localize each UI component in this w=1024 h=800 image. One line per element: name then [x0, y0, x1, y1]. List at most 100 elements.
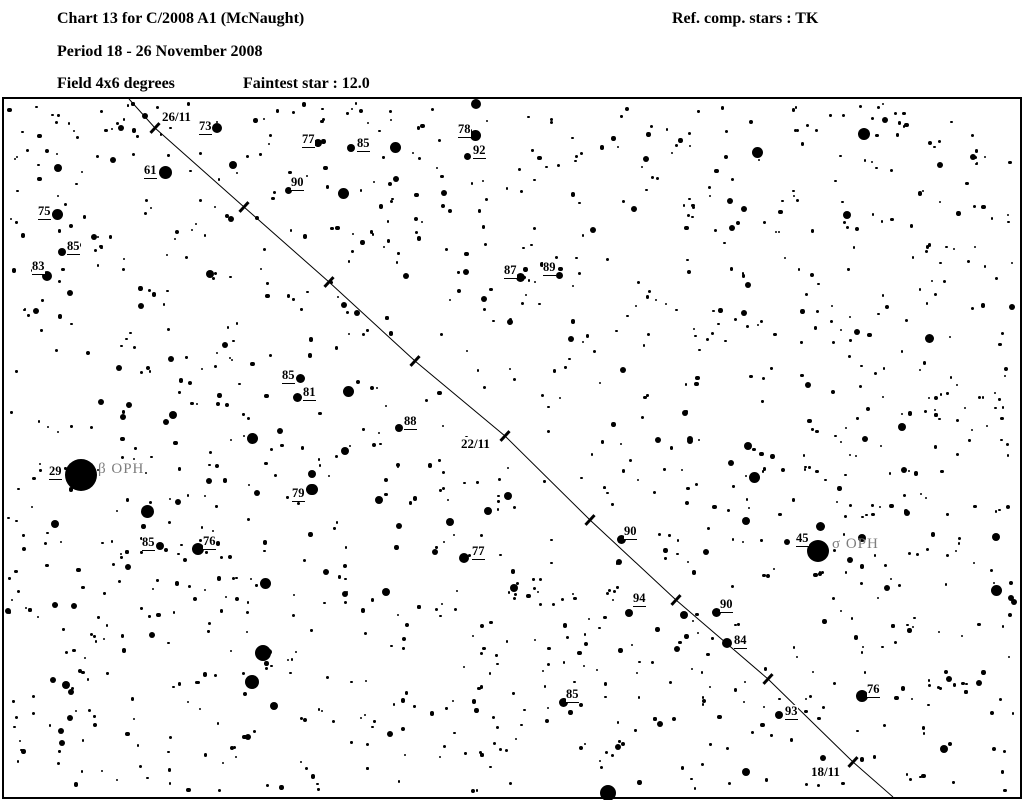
field-star-dot: [168, 520, 172, 525]
field-star-dot: [446, 518, 455, 526]
field-star-dot: [1006, 454, 1010, 457]
field-star-dot: [700, 763, 705, 767]
field-star-dot: [650, 176, 654, 180]
field-star-dot: [580, 476, 583, 480]
comet-date-label: 18/11: [811, 764, 840, 779]
field-star-dot: [631, 205, 638, 212]
field-star-dot: [215, 463, 220, 469]
field-star-dot: [928, 140, 933, 145]
field-star-dot: [918, 191, 923, 196]
field-star-dot: [351, 232, 355, 236]
field-star-dot: [18, 739, 22, 743]
field-star-dot: [321, 139, 326, 144]
field-star-dot: [294, 650, 298, 654]
field-star-dot: [926, 548, 930, 552]
field-star-dot: [930, 532, 936, 537]
field-star-dot: [574, 159, 577, 163]
field-star-dot: [150, 455, 153, 459]
field-star-dot: [900, 686, 906, 691]
field-star-dot: [413, 216, 419, 221]
field-star-dot: [447, 208, 453, 214]
field-star-dot: [301, 446, 305, 450]
field-star-dot: [834, 179, 837, 183]
field-star-dot: [384, 404, 387, 408]
field-star-dot: [67, 122, 71, 125]
field-star-dot: [712, 504, 717, 510]
field-star-dot: [372, 181, 376, 184]
field-star-dot: [126, 402, 133, 409]
field-star-dot: [77, 668, 83, 674]
field-star-dot: [859, 757, 865, 762]
field-star-dot: [571, 136, 574, 139]
field-star-dot: [54, 348, 58, 352]
field-star-dot: [149, 632, 156, 639]
field-star-dot: [550, 538, 553, 541]
field-star-dot: [72, 129, 76, 133]
field-star-dot: [438, 755, 442, 758]
field-star-dot: [85, 350, 91, 356]
field-star-dot: [323, 568, 330, 575]
field-star-dot: [933, 395, 939, 401]
field-star-dot: [33, 307, 39, 314]
field-star-dot: [384, 492, 388, 496]
field-star-dot: [598, 626, 601, 630]
comp-star-magnitude-label: 90: [720, 597, 733, 613]
field-star-dot: [242, 413, 245, 416]
field-star-dot: [808, 466, 811, 469]
field-star-dot: [952, 781, 955, 784]
field-star-dot: [213, 205, 217, 209]
field-star-dot: [907, 411, 913, 416]
field-star-dot: [233, 745, 237, 749]
field-star-dot: [655, 627, 660, 632]
field-star-dot: [365, 766, 369, 770]
field-star-dot: [75, 709, 78, 713]
field-star-dot: [573, 681, 576, 684]
field-star-dot: [605, 258, 609, 262]
field-star-dot: [848, 355, 852, 359]
field-star-dot: [53, 163, 62, 172]
field-star-dot: [686, 269, 692, 275]
field-star-dot: [512, 506, 517, 510]
field-star-dot: [934, 413, 938, 417]
field-star-dot: [611, 422, 616, 427]
field-star-dot: [546, 662, 550, 666]
field-star-dot: [149, 206, 153, 210]
field-star-dot: [318, 412, 322, 416]
field-star-dot: [480, 753, 484, 757]
field-star-dot: [730, 267, 734, 271]
field-star-dot: [359, 189, 363, 192]
comp-star-dot: [469, 129, 481, 141]
field-star-dot: [847, 268, 850, 271]
field-star-dot: [9, 217, 13, 221]
field-star-dot: [120, 413, 127, 420]
field-star-dot: [471, 634, 475, 637]
field-star-dot: [690, 777, 693, 781]
field-star-dot: [554, 255, 559, 259]
field-star-dot: [437, 139, 442, 143]
field-star-dot: [794, 106, 798, 109]
field-star-dot: [742, 700, 745, 704]
field-star-dot: [582, 234, 585, 237]
field-star-dot: [272, 190, 276, 194]
field-star-dot: [7, 516, 10, 519]
field-star-dot: [748, 119, 754, 125]
field-star-dot: [512, 692, 515, 695]
field-star-dot: [698, 438, 701, 442]
field-star-dot: [789, 738, 793, 742]
field-star-dot: [265, 783, 269, 787]
field-star-dot: [292, 298, 295, 301]
field-star-dot: [539, 262, 545, 267]
field-star-dot: [75, 182, 78, 186]
field-star-dot: [269, 354, 273, 358]
field-star-dot: [894, 695, 899, 701]
field-star-dot: [40, 329, 43, 332]
comp-star-dot: [463, 152, 471, 160]
field-star-dot: [686, 438, 693, 445]
field-star-dot: [178, 682, 182, 686]
field-star-dot: [205, 551, 208, 554]
field-star-dot: [246, 518, 250, 522]
field-star-dot: [1001, 770, 1005, 774]
field-star-dot: [605, 751, 609, 755]
field-star-dot: [97, 468, 100, 472]
field-star-dot: [169, 126, 172, 129]
